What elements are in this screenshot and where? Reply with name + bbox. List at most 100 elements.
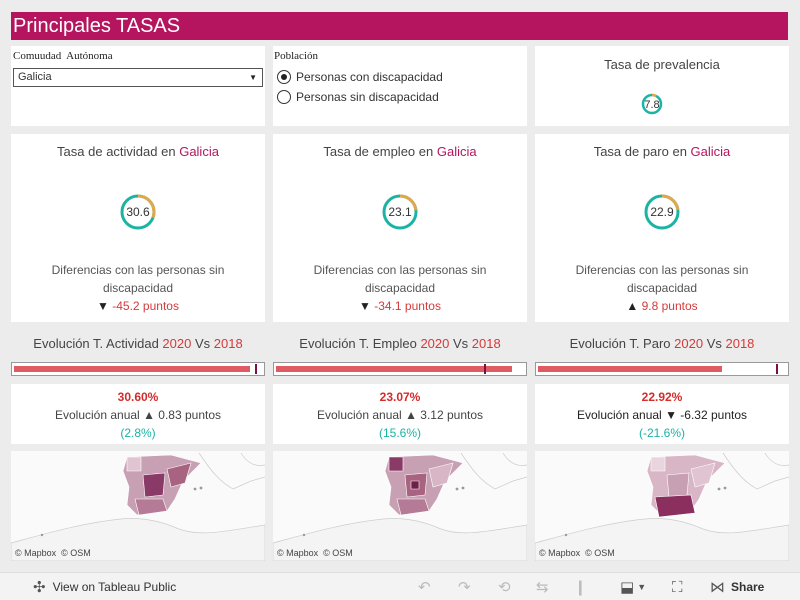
bar-fill <box>276 366 512 372</box>
diff-description: Diferencias con las personas sin discapa… <box>51 263 225 295</box>
map-activity[interactable]: © Mapbox © OSM <box>11 451 265 561</box>
view-on-tableau-label: View on Tableau Public <box>52 580 177 594</box>
employment-gauge: 23.1 <box>382 194 418 230</box>
card-title: Tasa de actividad en Galicia <box>57 144 219 159</box>
region-name: Galicia <box>179 144 219 159</box>
unemployment-gauge: 22.9 <box>644 194 680 230</box>
download-button[interactable]: ⬓ ▼ <box>620 573 646 600</box>
pause-icon: ❙ <box>574 579 587 596</box>
bar-fill <box>14 366 250 372</box>
activity-gauge-fill <box>120 194 156 230</box>
diff-value: ▲ 9.8 puntos <box>626 299 698 313</box>
annual-evolution: Evolución anual ▲ 0.83 puntos <box>54 408 222 422</box>
prevalence-title: Tasa de prevalencia <box>604 57 720 72</box>
evolution-percent: 23.07% <box>379 390 421 404</box>
card-title: Tasa de empleo en Galicia <box>323 144 477 159</box>
bar-fill <box>538 366 722 372</box>
unemployment-gauge-fill <box>644 194 680 230</box>
share-label: Share <box>731 580 765 594</box>
annual-evolution: Evolución anual ▼ -6.32 puntos <box>576 408 748 422</box>
prevalence-gauge: 7.8 <box>641 93 663 115</box>
region-name: Galicia <box>436 144 477 159</box>
chevron-down-icon: ▼ <box>637 582 647 592</box>
prevalence-value: 7.8 <box>644 99 659 111</box>
annual-evolution: Evolución anual ▲ 3.12 puntos <box>316 408 484 422</box>
activity-gauge: 30.6 <box>120 194 156 230</box>
bar-marker <box>776 364 779 374</box>
radio-con-discapacidad[interactable]: Personas con discapacidad <box>277 70 443 84</box>
relative-change: (-21.6%) <box>638 426 685 440</box>
fullscreen-button[interactable]: ⛶ <box>672 573 683 600</box>
activity-rate-card: Tasa de actividad en Galicia 30.6 Difere… <box>11 134 265 322</box>
evolution-title-activity: Evolución T. Actividad 2020 Vs 2018 <box>33 336 243 351</box>
relative-change: (15.6%) <box>378 426 422 440</box>
evolution-bar-activity <box>11 362 265 376</box>
prevalence-gauge-fill <box>641 93 663 115</box>
redo-icon: ↷ <box>458 579 471 596</box>
relative-change: (2.8%) <box>120 426 156 440</box>
diff-value: ▼ -45.2 puntos <box>97 299 179 313</box>
map-unemployment[interactable]: © Mapbox © OSM <box>535 451 789 561</box>
revert-button[interactable]: ⟲ <box>498 573 511 600</box>
population-panel <box>273 46 527 126</box>
unemployment-rate-card: Tasa de paro en Galicia 22.9 Diferencias… <box>535 134 789 322</box>
population-label: Población <box>274 50 318 62</box>
region-select-value: Galicia <box>18 71 52 83</box>
unemployment-value: 22.9 <box>650 205 674 219</box>
fullscreen-icon: ⛶ <box>672 578 683 596</box>
radio-label: Personas con discapacidad <box>296 70 443 84</box>
tableau-toolbar: ✣ View on Tableau Public ↶ ↷ ⟲ ⇆ ❙ ⬓ ▼ ⛶ … <box>0 572 800 600</box>
view-on-tableau-link[interactable]: ✣ View on Tableau Public <box>33 573 176 600</box>
map-credit[interactable]: © Mapbox © OSM <box>15 548 91 558</box>
radio-sin-discapacidad[interactable]: Personas sin discapacidad <box>277 90 439 104</box>
refresh-button[interactable]: ⇆ <box>536 573 549 600</box>
diff-value: ▼ -34.1 puntos <box>359 299 441 313</box>
evolution-title-unemployment: Evolución T. Paro 2020 Vs 2018 <box>569 336 755 351</box>
evolution-title-employment: Evolución T. Empleo 2020 Vs 2018 <box>299 336 501 351</box>
undo-button[interactable]: ↶ <box>418 573 431 600</box>
diff-description: Diferencias con las personas sin discapa… <box>313 263 487 295</box>
spain-map-svg <box>535 451 789 561</box>
card-title: Tasa de paro en Galicia <box>593 144 731 159</box>
refresh-icon: ⇆ <box>536 579 549 596</box>
spain-map-svg <box>11 451 265 561</box>
tableau-logo-icon: ✣ <box>33 579 46 596</box>
bar-marker <box>484 364 487 374</box>
arrow-up-icon: ▲ <box>626 299 639 313</box>
map-employment[interactable]: © Mapbox © OSM <box>273 451 527 561</box>
prevalence-panel: Tasa de prevalencia 7.8 <box>535 46 789 126</box>
arrow-down-icon: ▼ <box>359 299 371 313</box>
employment-rate-card: Tasa de empleo en Galicia 23.1 Diferenci… <box>273 134 527 322</box>
redo-button[interactable]: ↷ <box>458 573 471 600</box>
region-filter-label: Comuudad Autónoma <box>13 50 113 62</box>
download-icon: ⬓ <box>620 579 635 596</box>
arrow-down-icon: ▼ <box>665 408 677 422</box>
arrow-up-icon: ▲ <box>405 408 417 422</box>
bar-marker <box>254 364 257 374</box>
diff-description: Diferencias con las personas sin discapa… <box>575 263 749 295</box>
evolution-bar-employment <box>273 362 527 376</box>
map-credit[interactable]: © Mapbox © OSM <box>277 548 353 558</box>
evolution-values-unemployment: 22.92% Evolución anual ▼ -6.32 puntos (-… <box>535 384 789 444</box>
arrow-up-icon: ▲ <box>143 408 155 422</box>
map-credit[interactable]: © Mapbox © OSM <box>539 548 615 558</box>
share-button[interactable]: ⋈ Share <box>710 573 764 600</box>
evolution-values-employment: 23.07% Evolución anual ▲ 3.12 puntos (15… <box>273 384 527 444</box>
radio-selected-icon[interactable] <box>277 70 291 84</box>
radio-unselected-icon[interactable] <box>277 90 291 104</box>
chevron-down-icon[interactable]: ▼ <box>249 73 257 82</box>
undo-icon: ↶ <box>418 579 431 596</box>
spain-map-svg <box>273 451 527 561</box>
pause-button[interactable]: ❙ <box>574 573 587 600</box>
employment-value: 23.1 <box>388 205 412 219</box>
evolution-percent: 22.92% <box>641 390 683 404</box>
evolution-percent: 30.60% <box>117 390 159 404</box>
activity-value: 30.6 <box>126 205 150 219</box>
arrow-down-icon: ▼ <box>97 299 109 313</box>
region-select[interactable]: Galicia ▼ <box>13 68 263 87</box>
revert-icon: ⟲ <box>498 579 511 596</box>
employment-gauge-fill <box>382 194 418 230</box>
dashboard-title: Principales TASAS <box>11 12 788 40</box>
evolution-bar-unemployment <box>535 362 789 376</box>
region-name: Galicia <box>690 144 731 159</box>
